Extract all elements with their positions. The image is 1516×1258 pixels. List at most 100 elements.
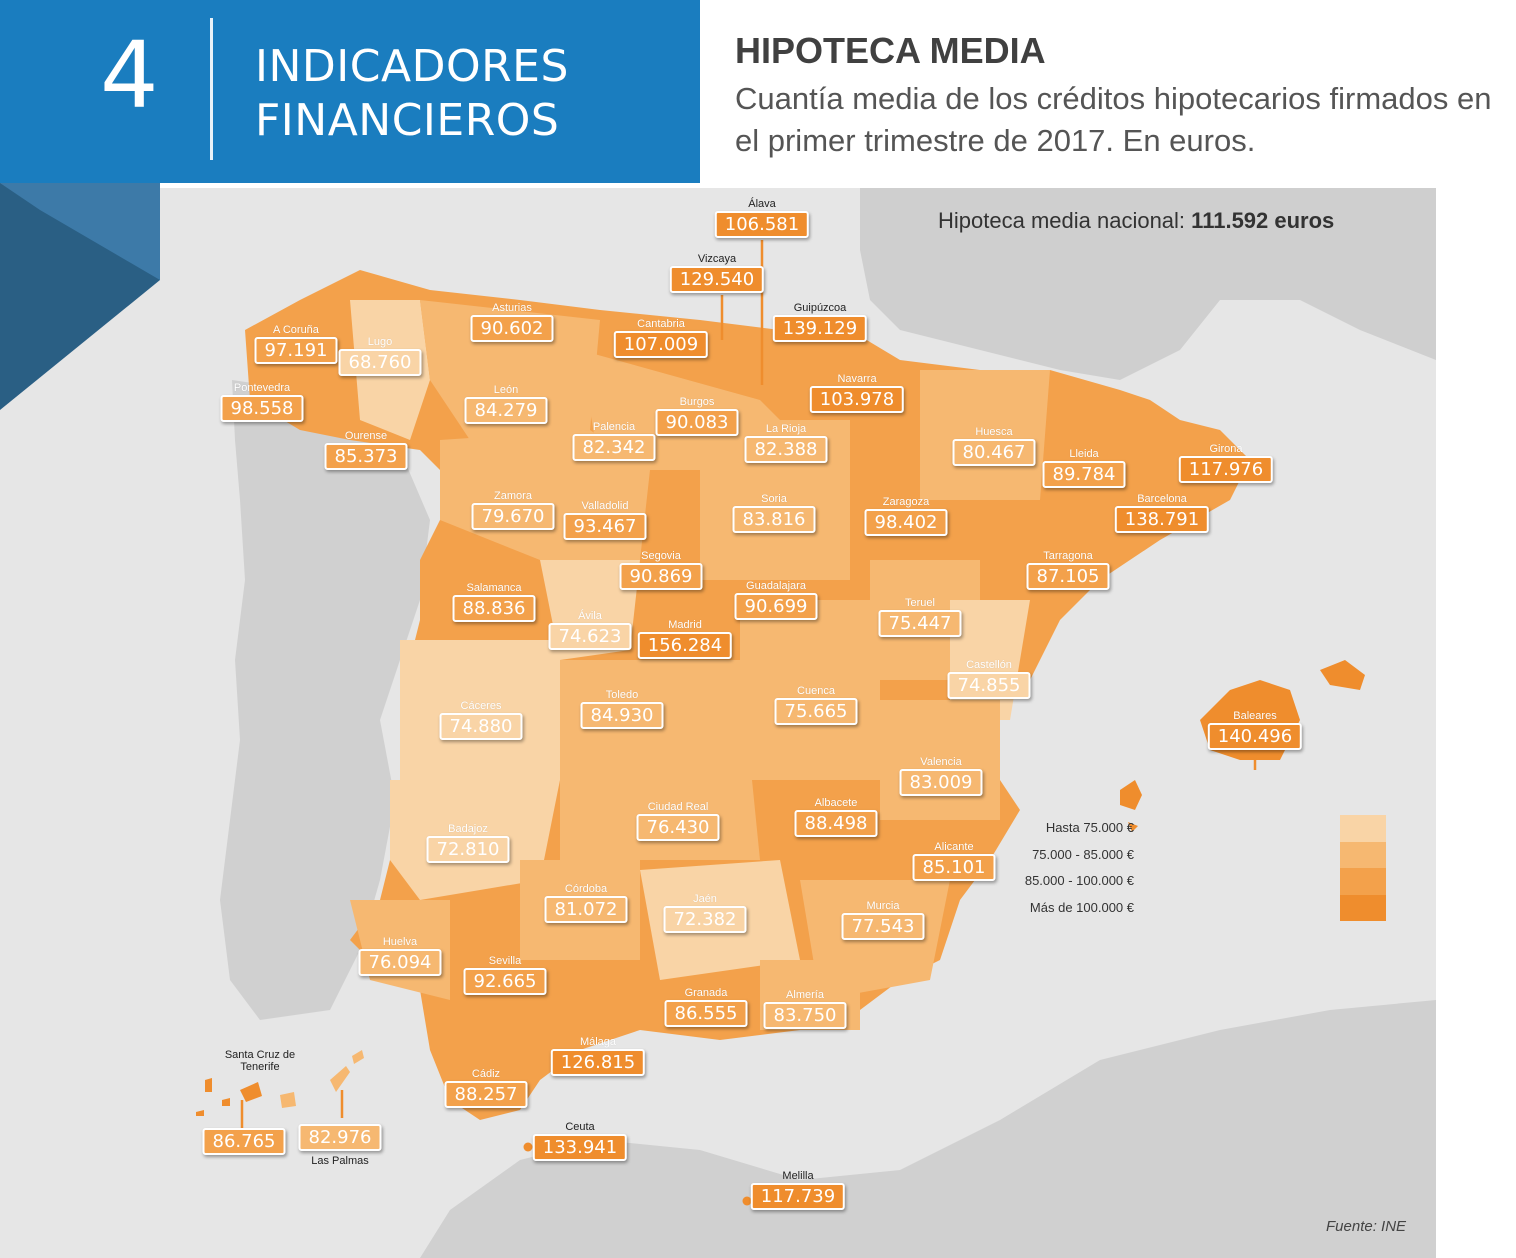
province-value: 74.623: [548, 623, 632, 650]
province-las-palmas-name: Las Palmas: [311, 1155, 369, 1167]
province-name: Ourense: [344, 430, 388, 442]
province-value: 83.009: [899, 769, 983, 796]
province-cordoba: Córdoba 81.072: [544, 883, 628, 923]
region-cuenca: [740, 600, 880, 780]
province-name: Pontevedra: [233, 382, 291, 394]
province-alava: Álava 106.581: [714, 198, 810, 238]
province-huelva: Huelva 76.094: [358, 936, 442, 976]
national-average: Hipoteca media nacional: 111.592 euros: [938, 208, 1334, 234]
region-huesca: [920, 370, 1050, 500]
province-value: 83.816: [732, 506, 816, 533]
province-value: 98.402: [864, 509, 948, 536]
province-name: Segovia: [641, 550, 681, 562]
province-name: Zamora: [494, 490, 532, 502]
section-title-line2: FINANCIEROS: [255, 95, 560, 146]
canarias-hierro: [196, 1110, 204, 1116]
province-value: 103.978: [809, 386, 905, 413]
province-leon: León 84.279: [464, 384, 548, 424]
province-value: 90.869: [619, 563, 703, 590]
province-cadiz: Cádiz 88.257: [444, 1068, 528, 1108]
province-melilla: Melilla 117.739: [750, 1170, 846, 1210]
province-value: 82.388: [744, 436, 828, 463]
portugal-land: [220, 380, 430, 1020]
province-name: Barcelona: [1137, 493, 1187, 505]
banner-divider: [210, 18, 213, 160]
province-cantabria: Cantabria 107.009: [613, 318, 709, 358]
province-toledo: Toledo 84.930: [580, 689, 664, 729]
province-name: Soria: [761, 493, 787, 505]
province-a-coruna: A Coruña 97.191: [254, 324, 338, 364]
province-caceres: Cáceres 74.880: [439, 700, 523, 740]
section-number: 4: [100, 22, 159, 129]
province-castellon: Castellón 74.855: [947, 659, 1031, 699]
province-soria: Soria 83.816: [732, 493, 816, 533]
province-value: 138.791: [1114, 506, 1210, 533]
section-title: INDICADORES FINANCIEROS: [255, 40, 569, 148]
province-value: 88.257: [444, 1081, 528, 1108]
province-name: Guipúzcoa: [793, 302, 847, 314]
province-value: 76.094: [358, 949, 442, 976]
province-name: Cantabria: [637, 318, 685, 330]
province-lugo: Lugo 68.760: [338, 336, 422, 376]
melilla-dot: [742, 1196, 752, 1206]
province-ciudad-real: Ciudad Real 76.430: [636, 801, 720, 841]
province-name: Cádiz: [471, 1068, 501, 1080]
legend-label: 85.000 - 100.000 €: [1024, 873, 1134, 888]
province-value: 140.496: [1207, 723, 1303, 750]
legend-label: Más de 100.000 €: [1029, 899, 1134, 915]
africa-land: [420, 1000, 1436, 1258]
province-lleida: Lleida 89.784: [1042, 448, 1126, 488]
province-value: 80.467: [952, 439, 1036, 466]
province-name: Navarra: [837, 373, 877, 385]
province-name: Castellón: [966, 659, 1012, 671]
province-name: Álava: [748, 198, 776, 210]
province-value: 98.558: [220, 395, 304, 422]
baleares-menorca: [1320, 660, 1365, 690]
province-value: 90.699: [734, 593, 818, 620]
province-name: Melilla: [782, 1170, 814, 1182]
province-name: Salamanca: [466, 582, 522, 594]
province-huesca: Huesca 80.467: [952, 426, 1036, 466]
province-tenerife-name: Santa Cruz de Tenerife: [224, 1049, 296, 1073]
province-vizcaya: Vizcaya 129.540: [669, 253, 765, 293]
province-value: 93.467: [563, 513, 647, 540]
province-name: León: [493, 384, 519, 396]
baleares-ibiza: [1120, 780, 1142, 810]
province-murcia: Murcia 77.543: [841, 900, 925, 940]
province-value: 117.976: [1178, 456, 1274, 483]
province-value: 68.760: [338, 349, 422, 376]
province-name: Burgos: [679, 396, 715, 408]
province-albacete: Albacete 88.498: [794, 797, 878, 837]
province-value: 72.810: [426, 836, 510, 863]
province-sevilla: Sevilla 92.665: [463, 955, 547, 995]
legend-swatch: [1340, 894, 1386, 921]
banner-wedge-light: [0, 183, 160, 280]
baleares-formentera: [1128, 822, 1138, 832]
province-name: Sevilla: [488, 955, 522, 967]
legend-swatch: [1340, 841, 1386, 868]
province-name: Huesca: [975, 426, 1013, 438]
region-caceres: [400, 640, 560, 780]
province-almeria: Almería 83.750: [763, 989, 847, 1029]
province-name: Ávila: [578, 610, 602, 622]
province-name: Baleares: [1233, 710, 1277, 722]
province-value: 82.976: [298, 1124, 382, 1151]
province-pontevedra: Pontevedra 98.558: [220, 382, 304, 422]
province-name: Cuenca: [797, 685, 835, 697]
province-name: Albacete: [814, 797, 858, 809]
province-name: Jaén: [693, 893, 717, 905]
province-value: 92.665: [463, 968, 547, 995]
province-name: La Rioja: [765, 423, 807, 435]
province-baleares: Baleares 140.496: [1207, 710, 1303, 750]
province-value: 76.430: [636, 814, 720, 841]
province-value: 85.373: [324, 443, 408, 470]
province-value: 107.009: [613, 331, 709, 358]
province-las-palmas: 82.976: [298, 1124, 382, 1151]
province-name: Vizcaya: [697, 253, 737, 265]
province-badajoz: Badajoz 72.810: [426, 823, 510, 863]
province-value: 139.129: [772, 315, 868, 342]
canarias-tenerife: [240, 1082, 262, 1102]
province-value: 97.191: [254, 337, 338, 364]
section-banner: [0, 0, 700, 183]
